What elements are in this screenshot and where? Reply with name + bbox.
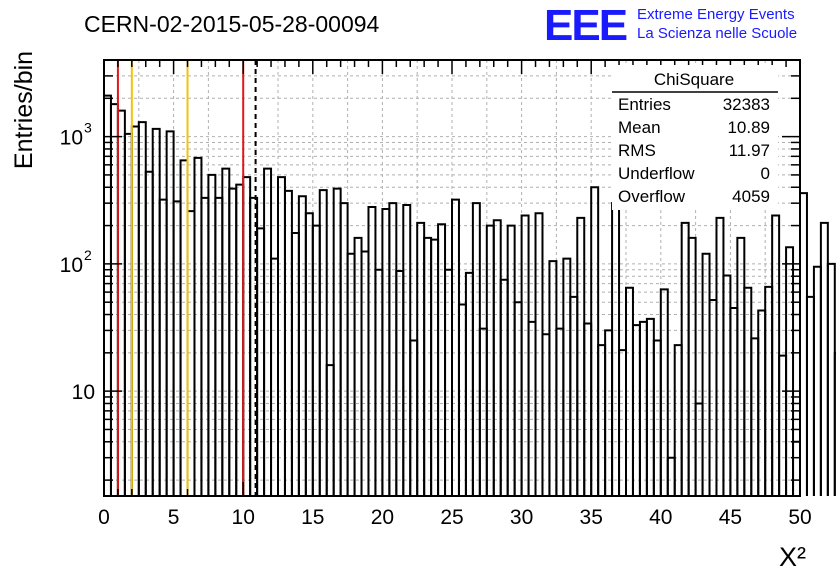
x-tick-label: 50	[788, 506, 811, 529]
x-axis-label: X²	[779, 542, 806, 572]
y-tick-label-exponent: 3	[84, 120, 92, 136]
stats-box-background	[612, 65, 778, 210]
logo-line-1: Extreme Energy Events	[637, 6, 795, 23]
y-tick-label: 10	[72, 381, 95, 404]
histogram-bin	[318, 189, 328, 496]
logo-letters: EEE	[544, 1, 627, 50]
stats-overflow-value: 4059	[732, 187, 770, 206]
histogram-bin	[687, 236, 697, 496]
histogram-bin	[833, 351, 836, 496]
x-tick-label: 15	[301, 506, 324, 529]
x-tick-label: 25	[440, 506, 463, 529]
x-tick-label: 0	[98, 506, 110, 529]
x-tick-label: 45	[719, 506, 742, 529]
histogram-bin	[785, 246, 795, 496]
stats-rms-value: 11.97	[729, 141, 770, 160]
x-tick-label: 35	[580, 506, 603, 529]
eee-logo: EEE Extreme Energy Events La Scienza nel…	[544, 1, 797, 50]
y-tick-label: 10	[60, 127, 83, 150]
y-tick-label: 10	[60, 254, 83, 277]
stats-box: ChiSquare Entries 32383 Mean 10.89 RMS 1…	[612, 65, 778, 210]
x-tick-label: 20	[371, 506, 394, 529]
stats-rms-label: RMS	[618, 141, 656, 160]
stats-entries-label: Entries	[618, 95, 671, 114]
x-tick-label: 10	[232, 506, 255, 529]
histogram-bin	[659, 288, 669, 496]
stats-mean-value: 10.89	[727, 118, 770, 137]
reference-lines	[116, 60, 257, 496]
stats-mean-label: Mean	[618, 118, 661, 137]
y-axis-label: Entries/bin	[10, 51, 38, 169]
logo-line-2: La Scienza nelle Scuole	[637, 25, 797, 42]
y-tick-label-exponent: 2	[84, 247, 92, 263]
x-tick-label: 30	[510, 506, 533, 529]
chart-title: CERN-02-2015-05-28-00094	[84, 11, 380, 37]
stats-underflow-value: 0	[761, 164, 770, 183]
stats-title: ChiSquare	[654, 70, 734, 89]
stats-underflow-label: Underflow	[618, 164, 695, 183]
x-tick-label: 40	[649, 506, 672, 529]
stats-overflow-label: Overflow	[618, 187, 686, 206]
histogram-bin	[590, 186, 600, 496]
stats-entries-value: 32383	[723, 95, 770, 114]
x-tick-label: 5	[168, 506, 180, 529]
